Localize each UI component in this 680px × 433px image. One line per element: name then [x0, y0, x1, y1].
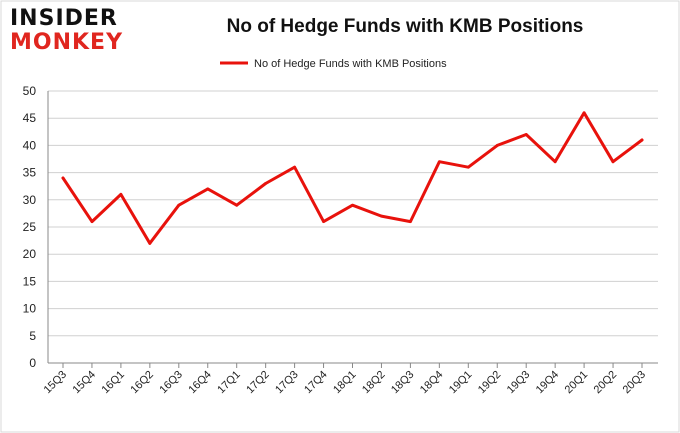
- insider-monkey-logo: INSIDER MONKEY: [10, 8, 128, 54]
- data-point: [61, 176, 65, 180]
- y-tick-label: 50: [23, 84, 37, 98]
- data-point: [409, 220, 412, 223]
- y-tick-label: 20: [23, 247, 37, 261]
- x-tick-label: 16Q3: [157, 369, 185, 397]
- data-point: [206, 187, 210, 191]
- x-tick-label: 18Q1: [331, 369, 359, 397]
- grid-lines: [48, 90, 658, 337]
- y-tick-label: 45: [23, 111, 37, 125]
- x-tick-label: 18Q4: [418, 369, 446, 397]
- data-point: [495, 144, 499, 147]
- data-point: [235, 203, 239, 207]
- logo-text-insider: INSIDER: [10, 6, 118, 31]
- x-tick-label: 20Q1: [563, 369, 591, 397]
- y-tick-label: 40: [23, 138, 37, 152]
- x-tick-label: 16Q4: [186, 369, 214, 397]
- y-tick-label: 10: [23, 302, 37, 316]
- x-tick-label: 19Q2: [476, 369, 504, 397]
- x-tick-label: 18Q2: [360, 369, 388, 397]
- y-tick-label: 5: [29, 329, 36, 343]
- y-tick-label: 30: [23, 193, 37, 207]
- data-point: [611, 160, 615, 164]
- data-point: [264, 182, 268, 185]
- y-tick-labels: 0 5 10 15 20 25 30 35 40 45 50: [23, 84, 37, 370]
- chart-title: No of Hedge Funds with KMB Positions: [226, 16, 584, 37]
- legend: No of Hedge Funds with KMB Positions: [220, 58, 447, 70]
- x-tick-label: 16Q1: [99, 369, 127, 397]
- series-lines: [61, 111, 644, 245]
- x-tick-label: 17Q4: [302, 369, 330, 397]
- x-tick-label: 17Q1: [215, 369, 243, 397]
- series-line: [61, 111, 644, 245]
- logo-text-monkey: MONKEY: [10, 30, 124, 55]
- x-tick-label: 19Q1: [447, 369, 475, 397]
- x-tick-label: 20Q3: [621, 369, 649, 397]
- data-point: [437, 160, 441, 164]
- y-tick-label: 15: [23, 274, 37, 288]
- data-point: [553, 160, 557, 164]
- x-tick-label: 15Q4: [71, 369, 99, 397]
- data-point: [582, 111, 586, 115]
- y-tick-label: 25: [23, 220, 37, 234]
- data-point: [119, 192, 123, 196]
- x-tick-label: 17Q3: [273, 369, 301, 397]
- data-point: [177, 203, 181, 207]
- x-tick-label: 15Q3: [42, 369, 70, 397]
- y-tick-label: 35: [23, 166, 37, 180]
- x-tick-labels: 15Q3 15Q4 16Q1 16Q2 16Q3 16Q4 17Q1 17Q2 17Q3 17Q4…: [42, 369, 649, 397]
- data-point: [466, 165, 470, 169]
- axes: [47, 91, 658, 368]
- data-point: [293, 165, 296, 169]
- data-point: [322, 220, 325, 223]
- data-point: [148, 241, 152, 245]
- data-point: [351, 203, 354, 207]
- y-tick-label: 0: [29, 356, 36, 370]
- x-tick-label: 18Q3: [389, 369, 417, 397]
- data-point: [90, 220, 94, 223]
- x-tick-label: 19Q4: [534, 369, 562, 397]
- x-tick-label: 19Q3: [505, 369, 533, 397]
- x-tick-label: 17Q2: [244, 369, 272, 397]
- legend-label: No of Hedge Funds with KMB Positions: [254, 58, 447, 70]
- data-point: [640, 138, 644, 142]
- data-point: [524, 133, 528, 136]
- x-tick-label: 16Q2: [128, 369, 156, 397]
- x-tick-label: 20Q2: [592, 369, 620, 397]
- data-point: [380, 214, 383, 218]
